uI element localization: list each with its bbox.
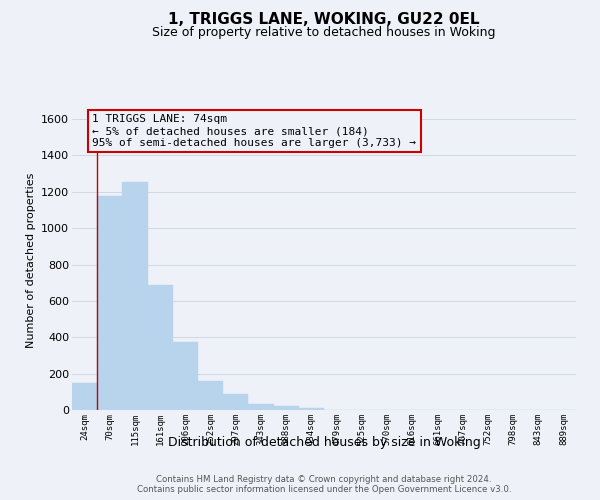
Bar bbox=[148, 286, 173, 410]
Bar bbox=[274, 406, 299, 410]
Text: Size of property relative to detached houses in Woking: Size of property relative to detached ho… bbox=[152, 26, 496, 39]
Bar bbox=[97, 196, 122, 410]
Text: 1 TRIGGS LANE: 74sqm
← 5% of detached houses are smaller (184)
95% of semi-detac: 1 TRIGGS LANE: 74sqm ← 5% of detached ho… bbox=[92, 114, 416, 148]
Text: 1, TRIGGS LANE, WOKING, GU22 0EL: 1, TRIGGS LANE, WOKING, GU22 0EL bbox=[168, 12, 480, 28]
Bar bbox=[248, 404, 274, 410]
Bar bbox=[299, 408, 324, 410]
Text: Contains HM Land Registry data © Crown copyright and database right 2024.: Contains HM Land Registry data © Crown c… bbox=[156, 474, 492, 484]
Bar bbox=[173, 342, 198, 410]
Bar bbox=[223, 394, 248, 410]
Y-axis label: Number of detached properties: Number of detached properties bbox=[26, 172, 35, 348]
Bar bbox=[198, 381, 223, 410]
Text: Distribution of detached houses by size in Woking: Distribution of detached houses by size … bbox=[167, 436, 481, 449]
Text: Contains public sector information licensed under the Open Government Licence v3: Contains public sector information licen… bbox=[137, 486, 511, 494]
Bar bbox=[72, 382, 97, 410]
Bar bbox=[122, 182, 148, 410]
